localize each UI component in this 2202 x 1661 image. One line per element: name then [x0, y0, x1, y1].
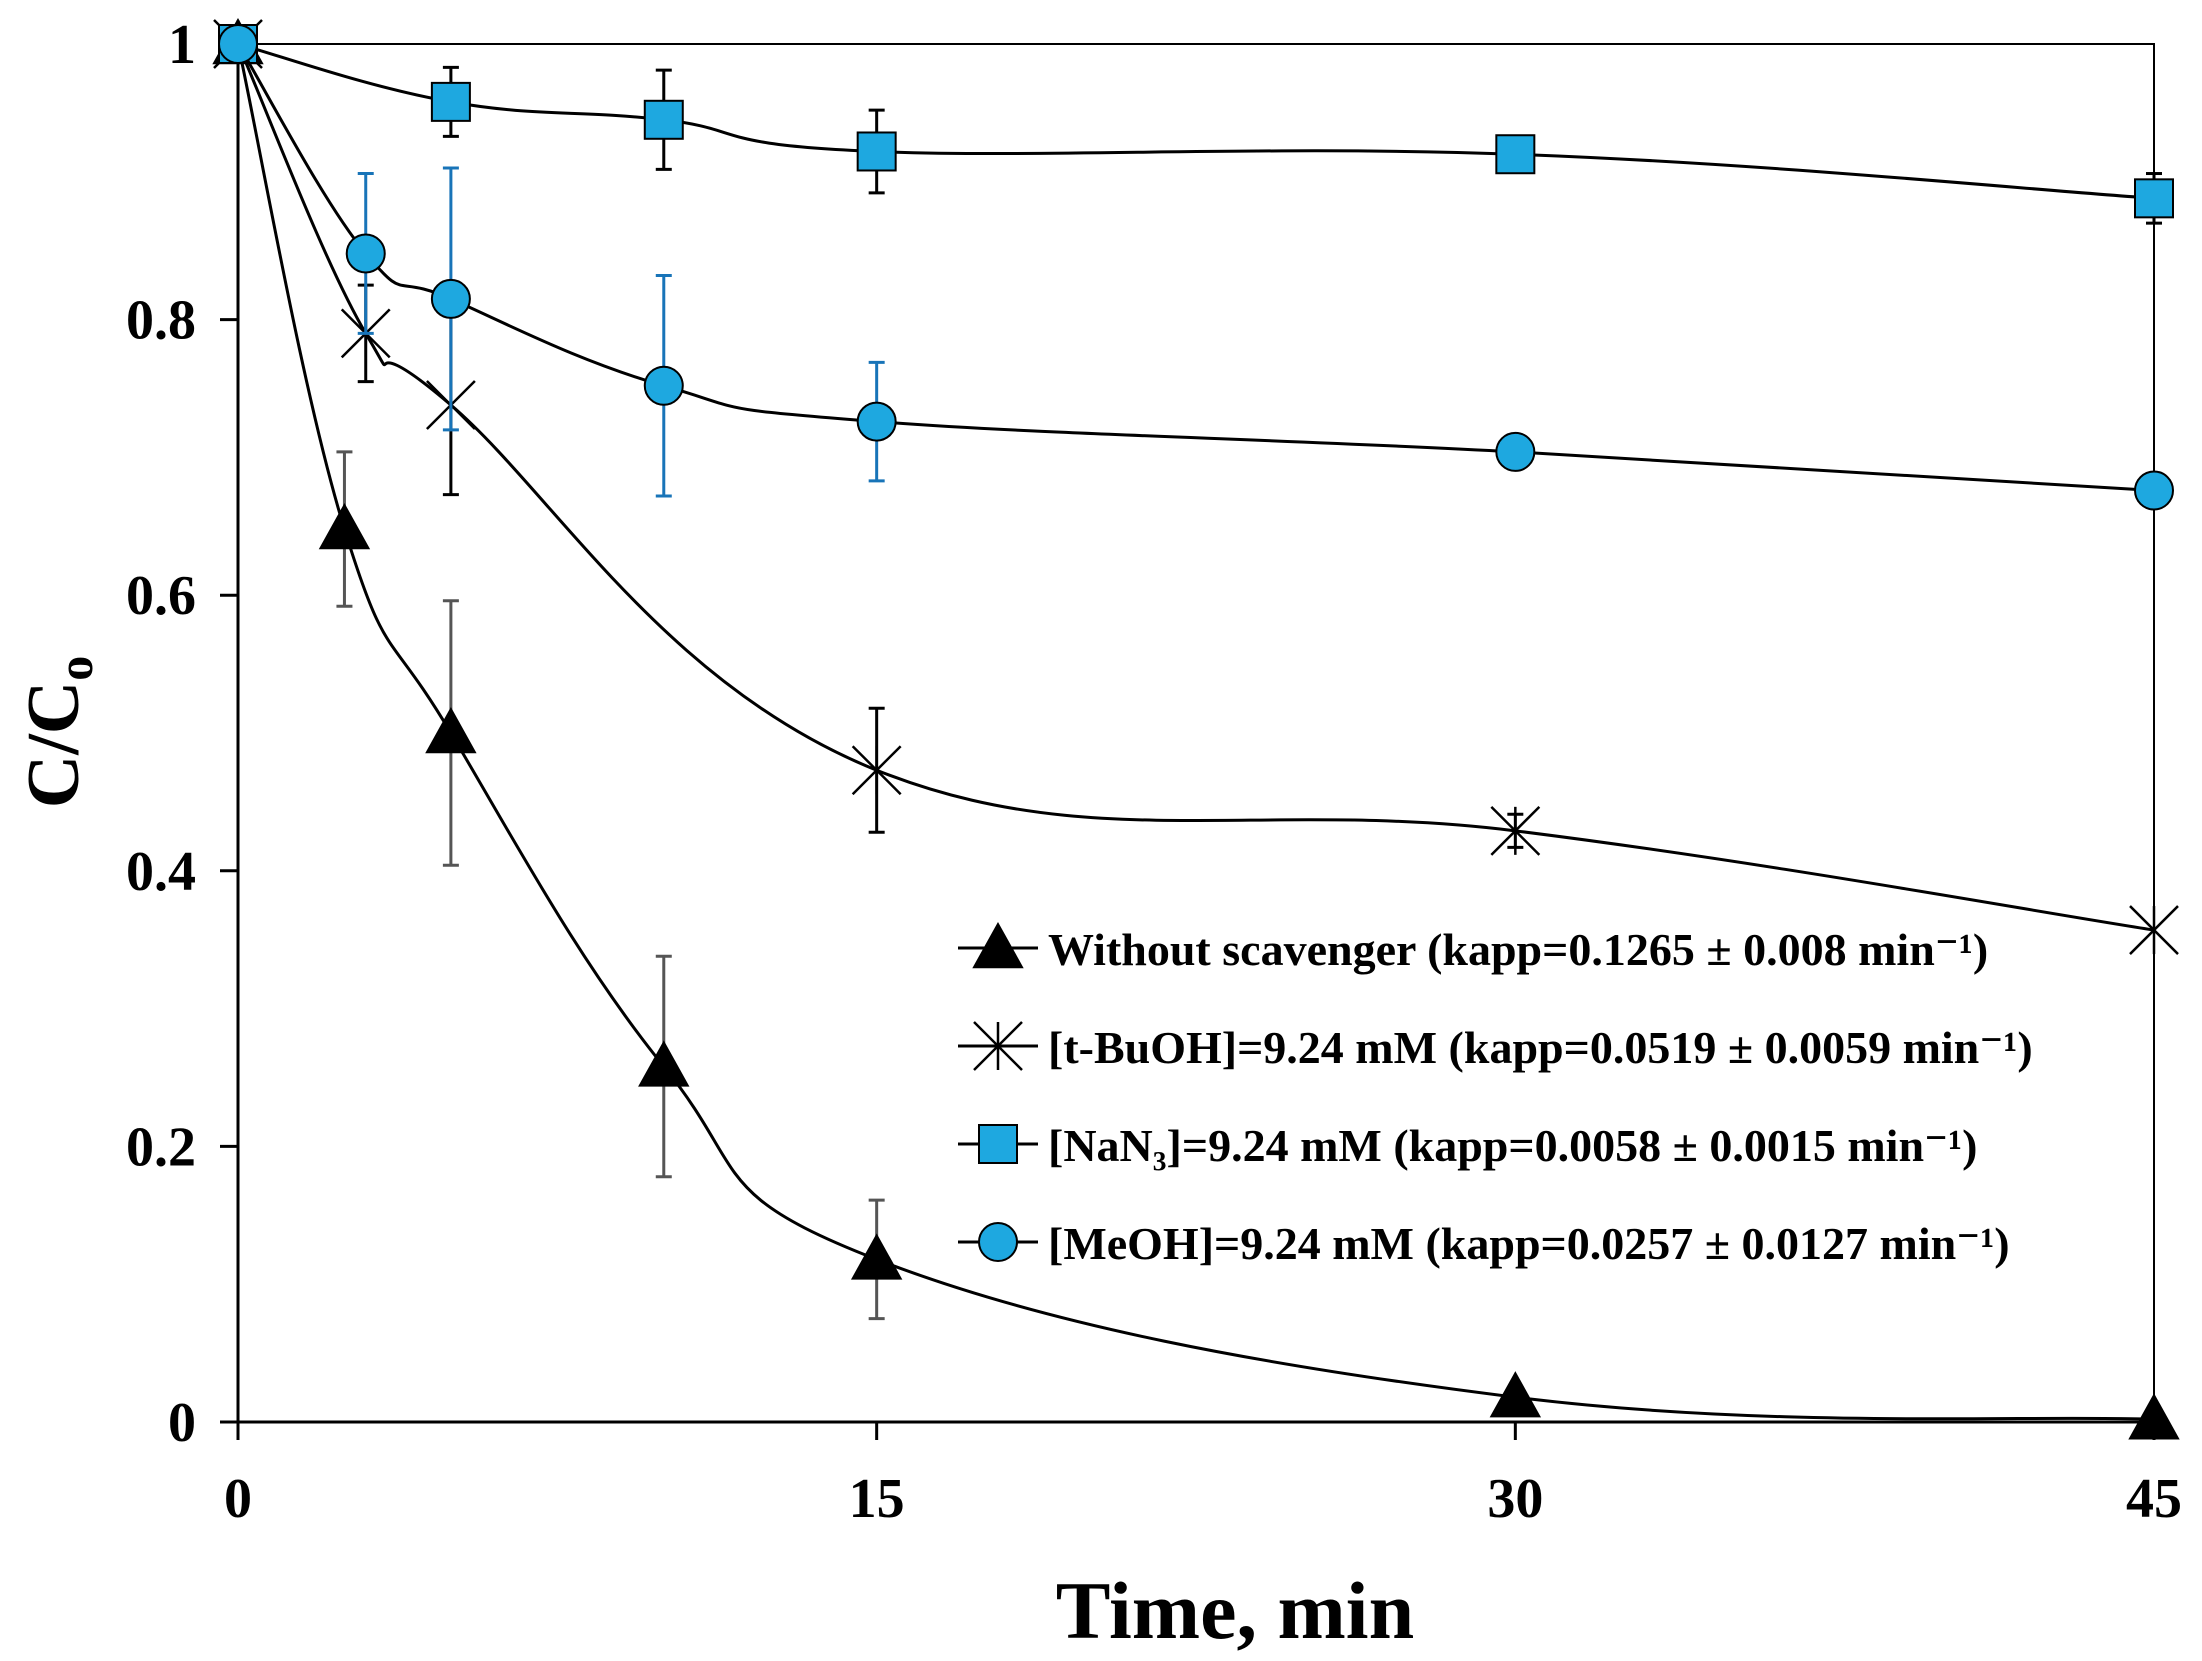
data-point: [643, 99, 684, 140]
legend-entry-meoh: [MeOH]=9.24 mM (kapp=0.0257 ± 0.0127 min…: [958, 1218, 2010, 1269]
legend-label: [t-BuOH]=9.24 mM (kapp=0.0519 ± 0.0059 m…: [1048, 1022, 2033, 1073]
data-point: [643, 365, 684, 406]
legend-entry-t-buoh: [t-BuOH]=9.24 mM (kapp=0.0519 ± 0.0059 m…: [958, 1021, 2033, 1073]
legend-entry-without-scavenger: Without scavenger (kapp=0.1265 ± 0.008 m…: [958, 921, 1988, 975]
y-tick-label: 1: [168, 14, 196, 76]
legend-marker: [978, 1124, 1018, 1164]
y-axis-title-main: C/C: [13, 681, 95, 808]
series-nan3: [218, 24, 2174, 225]
y-tick-label: 0.4: [126, 841, 196, 903]
legend-marker: [973, 1021, 1023, 1071]
legend-marker: [972, 921, 1024, 969]
legend-marker: [978, 1222, 1018, 1262]
data-point: [1490, 805, 1541, 856]
data-point: [1495, 431, 1536, 472]
legend-label: [MeOH]=9.24 mM (kapp=0.0257 ± 0.0127 min…: [1048, 1218, 2010, 1269]
series-line: [236, 43, 2155, 492]
data-point: [850, 1233, 903, 1280]
data-point: [638, 1040, 690, 1087]
data-point: [430, 81, 471, 122]
series-meoh: [218, 24, 2174, 511]
data-point: [1495, 134, 1536, 175]
data-point: [425, 706, 477, 754]
data-point: [345, 233, 386, 274]
data-point: [2129, 905, 2179, 955]
data-point: [2134, 178, 2174, 219]
series-without-scavenger: [212, 17, 2180, 1440]
x-axis-title: Time, min: [1056, 1565, 1414, 1656]
x-tick-label: 15: [849, 1468, 905, 1530]
legend-label: [NaN₃]=9.24 mM (kapp=0.0058 ± 0.0015 min…: [1048, 1120, 1977, 1171]
data-point: [1489, 1371, 1542, 1418]
data-point: [2134, 470, 2174, 511]
data-point: [430, 278, 471, 319]
y-tick-label: 0.6: [126, 565, 196, 627]
y-tick-label: 0.8: [126, 290, 196, 352]
y-tick-label: 0.2: [126, 1116, 196, 1178]
y-tick-label: 0: [168, 1392, 196, 1454]
data-point: [856, 131, 897, 172]
data-point: [318, 502, 371, 550]
data-point: [856, 401, 897, 442]
x-tick-label: 30: [1487, 1468, 1543, 1530]
data-point: [2128, 1393, 2180, 1440]
legend-label: Without scavenger (kapp=0.1265 ± 0.008 m…: [1048, 924, 1988, 975]
x-tick-label: 45: [2126, 1468, 2182, 1530]
data-point: [218, 24, 258, 64]
legend-entry-nan3: [NaN₃]=9.24 mM (kapp=0.0058 ± 0.0015 min…: [958, 1120, 1977, 1171]
x-tick-label: 0: [224, 1468, 252, 1530]
y-axis-title-subscript: o: [47, 656, 103, 681]
data-point: [851, 745, 902, 796]
y-axis-title: C/Co: [13, 656, 103, 808]
